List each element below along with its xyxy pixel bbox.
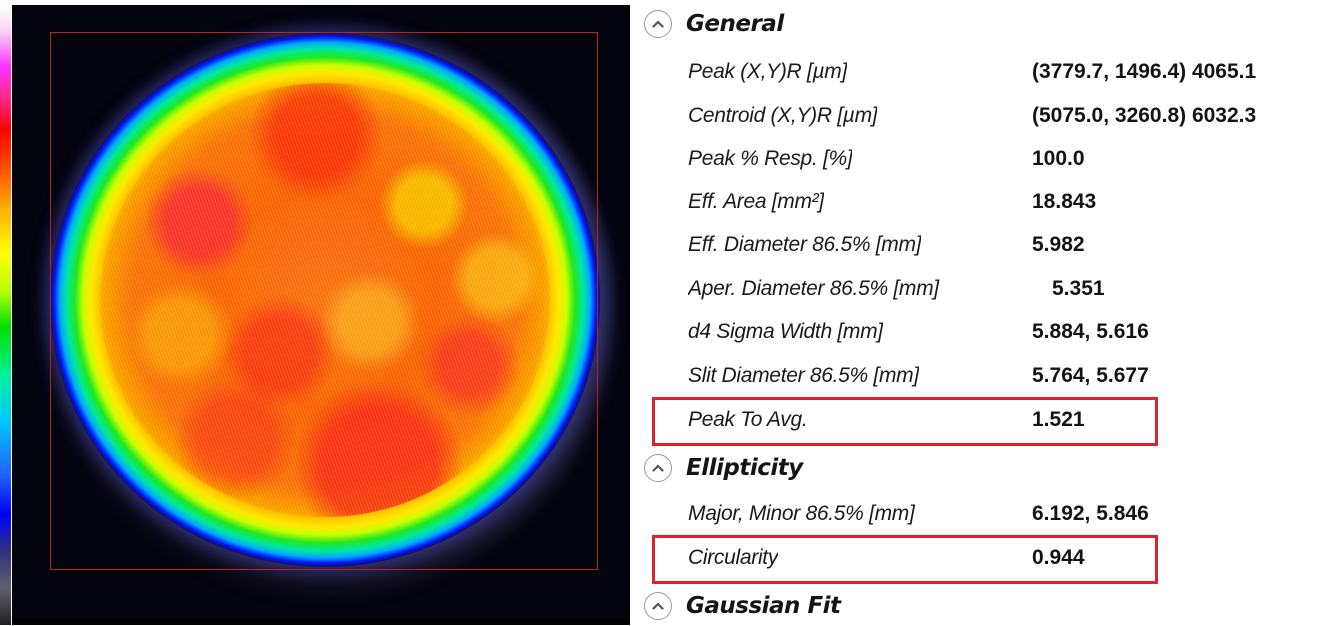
results-panel: General Peak (X,Y)R [µm] (3779.7, 1496.4… — [640, 0, 1338, 625]
row-value: 6.192, 5.846 — [1032, 502, 1149, 525]
section-title: Ellipticity — [686, 455, 803, 481]
row-label: d4 Sigma Width [mm] — [688, 320, 883, 343]
row-label: Major, Minor 86.5% [mm] — [688, 502, 915, 525]
row-label: Slit Diameter 86.5% [mm] — [688, 364, 919, 387]
section-header-general[interactable]: General — [640, 4, 784, 44]
row-value: 5.884, 5.616 — [1032, 320, 1149, 343]
beam-profile-image[interactable] — [12, 5, 630, 625]
result-row-peak-resp: Peak % Resp. [%] 100.0 — [640, 137, 1338, 181]
result-row-aper-diameter: Aper. Diameter 86.5% [mm] 5.351 — [640, 267, 1338, 311]
collapse-gaussian-fit-button[interactable] — [644, 592, 672, 620]
result-row-circularity: Circularity 0.944 — [640, 536, 1338, 580]
row-value: (5075.0, 3260.8) 6032.3 — [1032, 104, 1257, 127]
row-label: Eff. Diameter 86.5% [mm] — [688, 233, 922, 256]
collapse-general-button[interactable] — [644, 10, 672, 38]
result-row-peak-to-avg: Peak To Avg. 1.521 — [640, 398, 1338, 442]
row-value: 18.843 — [1032, 190, 1097, 213]
row-label: Peak % Resp. [%] — [688, 147, 853, 170]
row-label: Centroid (X,Y)R [µm] — [688, 104, 878, 127]
row-value: 5.764, 5.677 — [1032, 364, 1149, 387]
roi-aperture-rectangle[interactable] — [50, 32, 598, 570]
collapse-ellipticity-button[interactable] — [644, 454, 672, 482]
result-row-slit-diameter: Slit Diameter 86.5% [mm] 5.764, 5.677 — [640, 354, 1338, 398]
row-value: (3779.7, 1496.4) 4065.1 — [1032, 60, 1257, 83]
row-value: 0.944 — [1032, 546, 1085, 569]
result-row-centroid: Centroid (X,Y)R [µm] (5075.0, 3260.8) 60… — [640, 94, 1338, 138]
result-row-major-minor: Major, Minor 86.5% [mm] 6.192, 5.846 — [640, 492, 1338, 536]
highlight-box-peak-to-avg — [652, 397, 1158, 446]
section-title: Gaussian Fit — [686, 593, 841, 619]
color-scale-bar — [0, 5, 11, 625]
row-label: Peak To Avg. — [688, 408, 808, 431]
section-header-ellipticity[interactable]: Ellipticity — [640, 448, 803, 488]
row-value: 5.982 — [1032, 233, 1085, 256]
chevron-up-icon — [652, 20, 664, 28]
row-label: Circularity — [688, 546, 779, 569]
row-label: Aper. Diameter 86.5% [mm] — [688, 277, 939, 300]
row-value: 100.0 — [1032, 147, 1085, 170]
result-row-eff-diameter: Eff. Diameter 86.5% [mm] 5.982 — [640, 223, 1338, 267]
beam-intensity-texture — [100, 83, 550, 517]
highlight-box-circularity — [652, 535, 1158, 584]
result-row-peak-xy: Peak (X,Y)R [µm] (3779.7, 1496.4) 4065.1 — [640, 50, 1338, 94]
section-title: General — [686, 11, 784, 37]
row-value: 5.351 — [1052, 277, 1105, 300]
chevron-up-icon — [652, 464, 664, 472]
row-value: 1.521 — [1032, 408, 1085, 431]
section-header-gaussian-fit[interactable]: Gaussian Fit — [640, 586, 841, 626]
result-row-d4-sigma: d4 Sigma Width [mm] 5.884, 5.616 — [640, 310, 1338, 354]
result-row-eff-area: Eff. Area [mm²] 18.843 — [640, 180, 1338, 224]
row-label: Peak (X,Y)R [µm] — [688, 60, 847, 83]
row-label: Eff. Area [mm²] — [688, 190, 824, 213]
chevron-up-icon — [652, 602, 664, 610]
